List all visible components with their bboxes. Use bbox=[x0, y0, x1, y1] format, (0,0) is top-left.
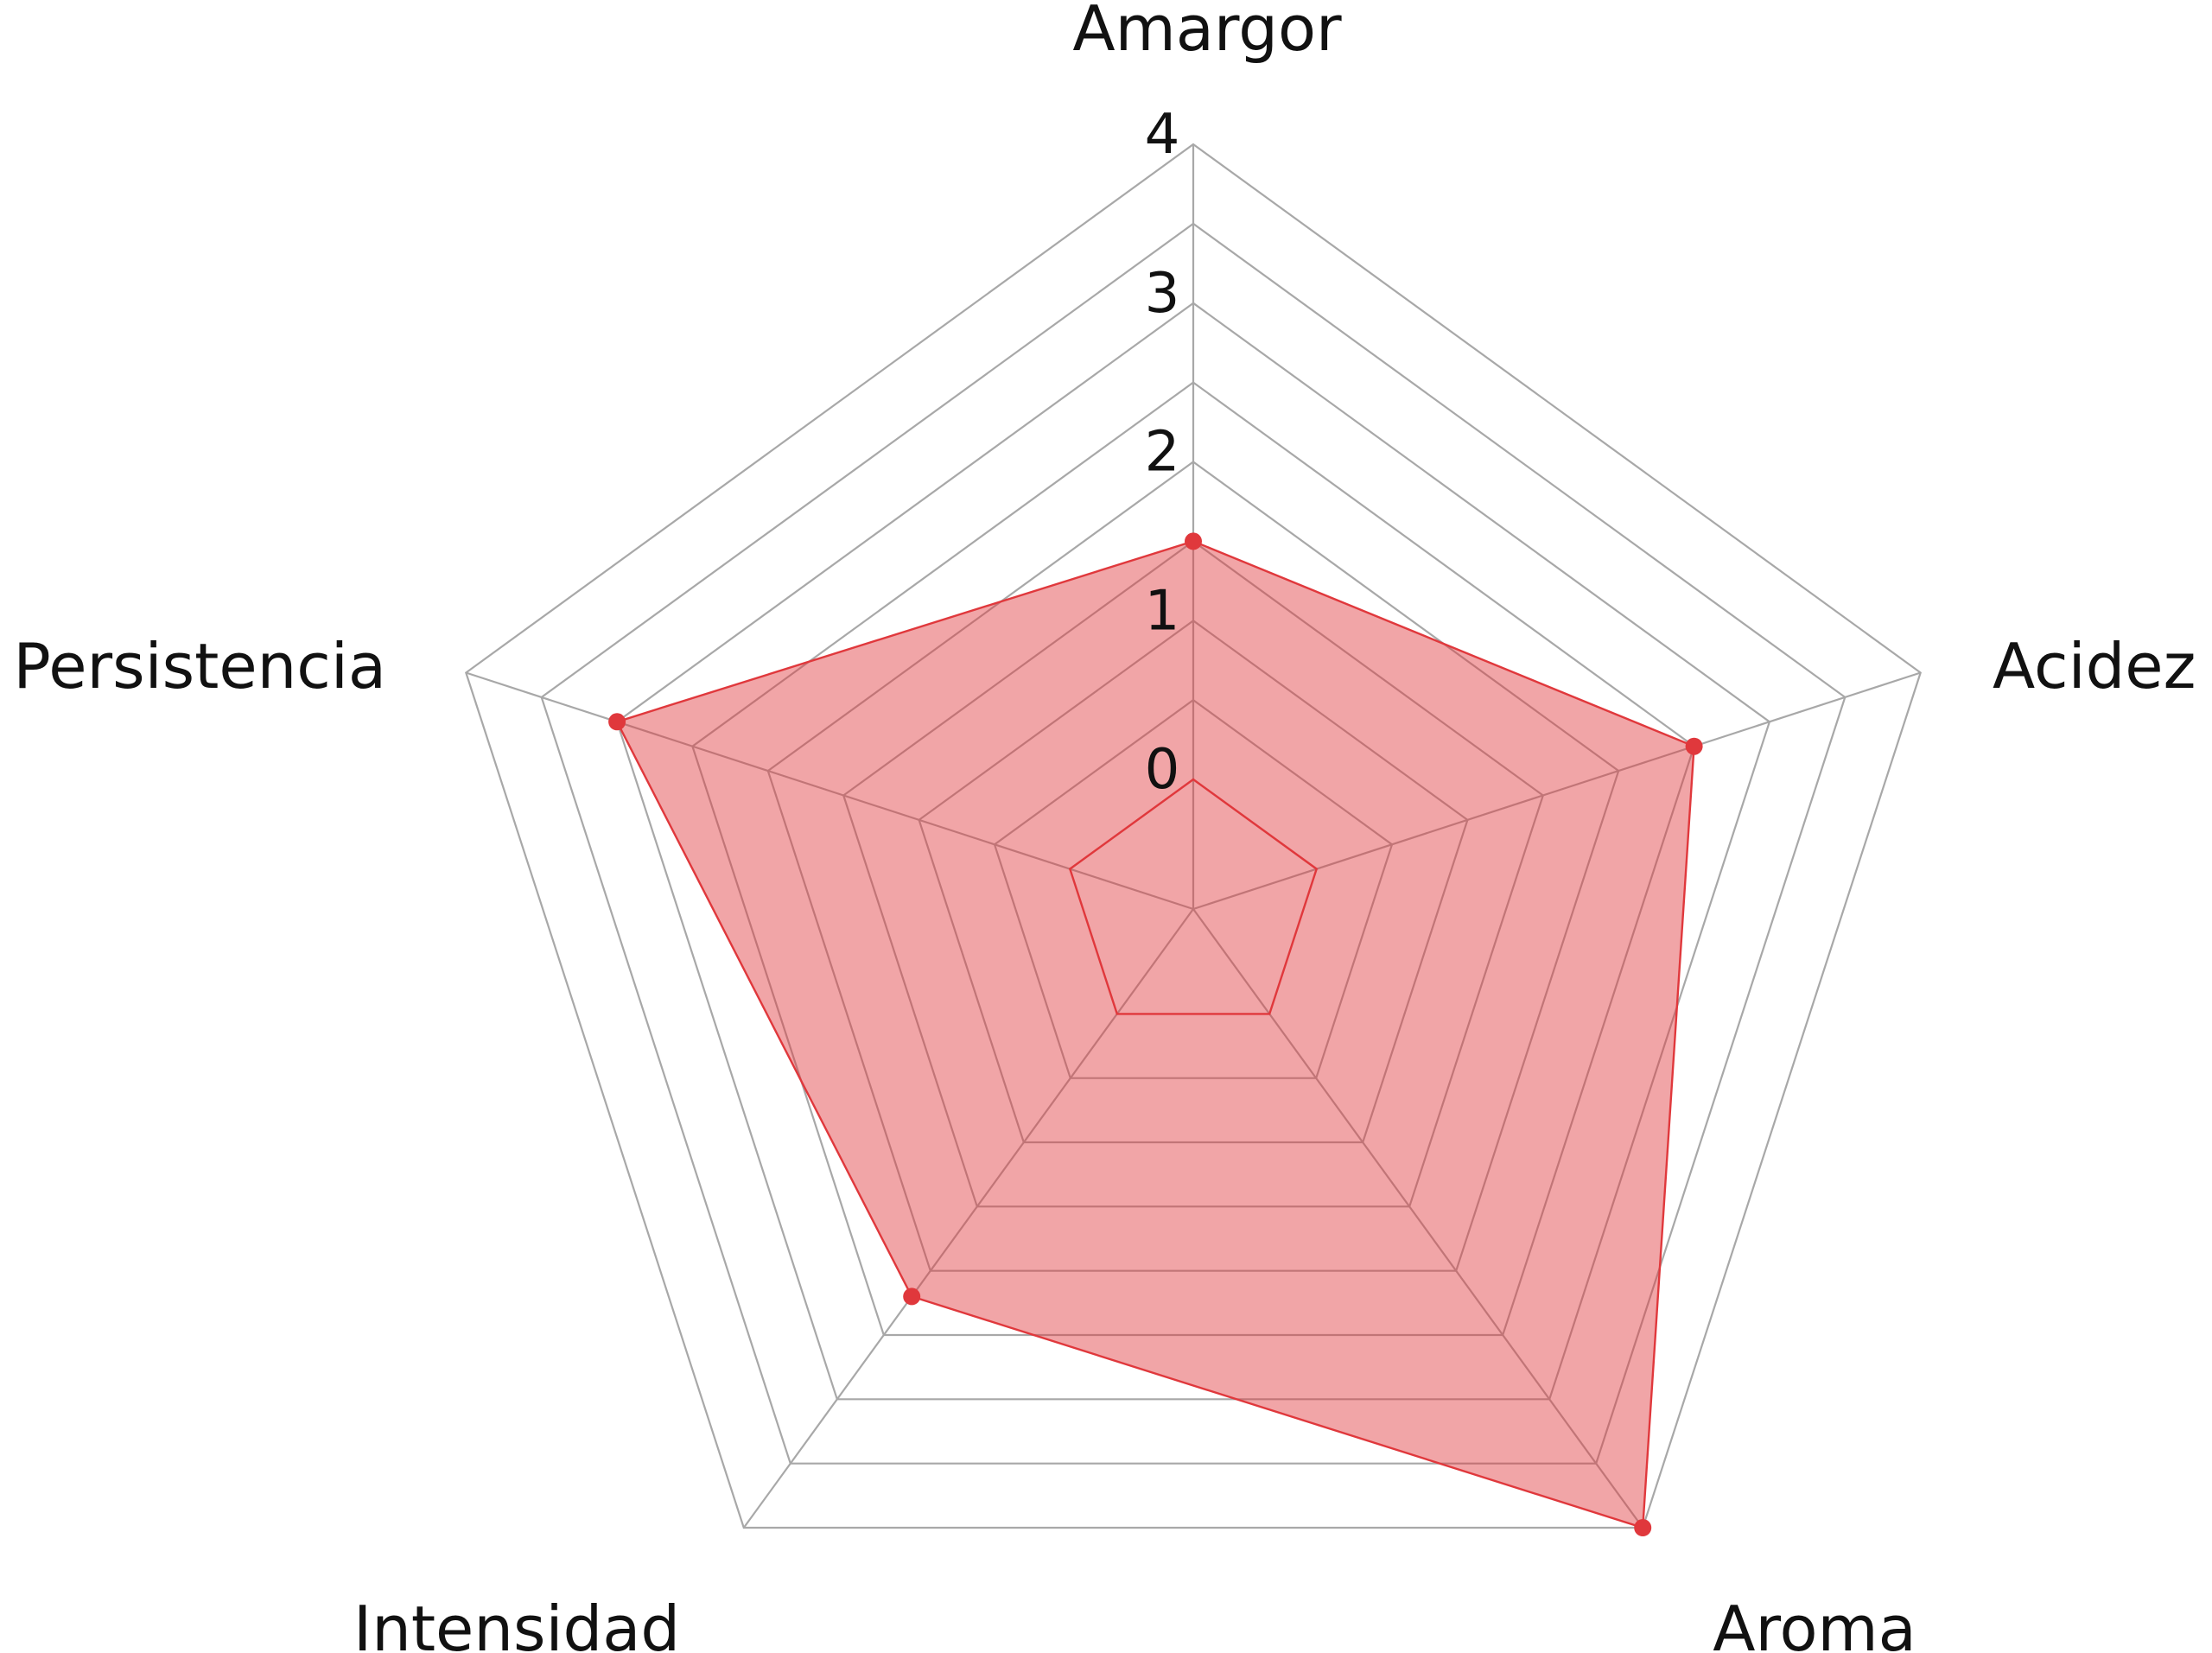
tick-layer: 0 1 2 3 4 bbox=[1145, 103, 1180, 802]
tick-label-0: 0 bbox=[1145, 738, 1180, 802]
grid-spoke bbox=[465, 671, 1194, 911]
grid-layer bbox=[465, 143, 1922, 1529]
series-area bbox=[615, 540, 1695, 1529]
axis-label-persistencia: Persistencia bbox=[13, 630, 386, 703]
tick-label-4: 4 bbox=[1145, 103, 1180, 167]
axis-label-layer: Amargor Acidez Aroma Intensidad Persiste… bbox=[13, 0, 2196, 1653]
grid-ring bbox=[615, 302, 1771, 1401]
series-layer bbox=[608, 532, 1703, 1536]
grid-spoke bbox=[742, 908, 1194, 1529]
tick-label-2: 2 bbox=[1145, 421, 1180, 485]
data-point bbox=[1185, 532, 1202, 550]
zero-ring bbox=[1068, 778, 1319, 1015]
tick-label-3: 3 bbox=[1145, 262, 1180, 326]
data-point bbox=[903, 1287, 921, 1306]
grid-ring bbox=[842, 540, 1545, 1208]
grid-ring bbox=[766, 461, 1620, 1272]
axis-label-aroma: Aroma bbox=[1713, 1593, 1916, 1653]
axis-label-intensidad: Intensidad bbox=[353, 1593, 680, 1653]
grid-ring bbox=[993, 698, 1394, 1079]
grid-spoke bbox=[1192, 671, 1922, 911]
grid-ring bbox=[918, 619, 1469, 1144]
tick-label-1: 1 bbox=[1145, 579, 1180, 643]
grid-ring bbox=[465, 143, 1922, 1529]
data-point bbox=[608, 713, 626, 731]
grid-ring bbox=[540, 222, 1847, 1465]
data-point bbox=[1685, 737, 1703, 755]
grid-spoke bbox=[1192, 908, 1644, 1529]
grid-ring bbox=[691, 381, 1695, 1337]
axis-label-amargor: Amargor bbox=[1072, 0, 1342, 65]
data-point bbox=[1634, 1519, 1652, 1536]
axis-label-acidez: Acidez bbox=[1993, 630, 2196, 703]
